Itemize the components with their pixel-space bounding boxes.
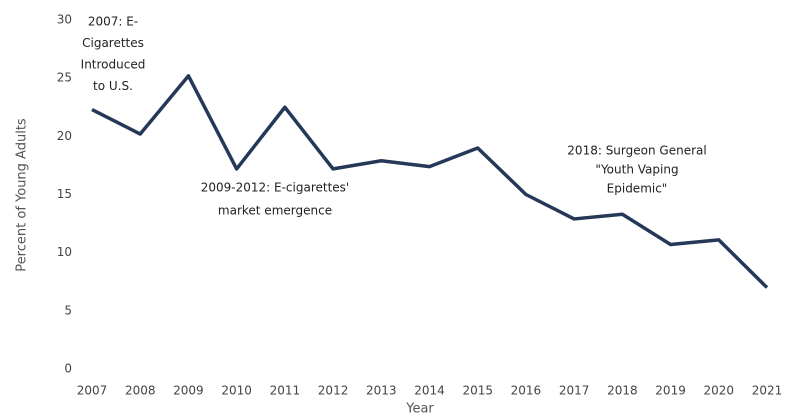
x-tick-label: 2011 [270,384,301,398]
annotation: Epidemic" [607,182,668,196]
x-tick-label: 2019 [655,384,686,398]
y-tick-label: 30 [57,13,72,27]
annotation: to U.S. [93,79,133,93]
x-tick-label: 2015 [462,384,493,398]
x-tick-label: 2012 [318,384,349,398]
x-tick-label: 2013 [366,384,397,398]
x-tick-label: 2008 [125,384,156,398]
y-tick-label: 0 [64,362,72,376]
y-axis-title: Percent of Young Adults [15,118,30,272]
y-tick-label: 5 [64,303,72,317]
y-tick-label: 10 [57,245,72,259]
data-line [91,74,769,289]
y-tick-label: 20 [57,129,72,143]
annotation: 2018: Surgeon General [567,144,706,158]
x-tick-label: 2009 [173,384,204,398]
annotation: "Youth Vaping [595,163,678,177]
y-tick-label: 15 [57,187,72,201]
annotation: market emergence [218,204,332,218]
x-tick-label: 2021 [752,384,783,398]
annotation: Cigarettes [82,36,144,50]
x-tick-label: 2017 [559,384,590,398]
annotation: 2009-2012: E-cigarettes' [201,181,349,195]
x-tick-label: 2016 [511,384,542,398]
annotation: 2007: E- [88,15,138,29]
x-tick-label: 2014 [414,384,445,398]
x-tick-label: 2020 [704,384,735,398]
x-tick-label: 2018 [607,384,638,398]
x-tick-label: 2010 [221,384,252,398]
annotation: Introduced [81,58,146,72]
x-tick-label: 2007 [77,384,108,398]
x-axis-title: Year [405,402,434,416]
y-tick-label: 25 [57,71,72,85]
